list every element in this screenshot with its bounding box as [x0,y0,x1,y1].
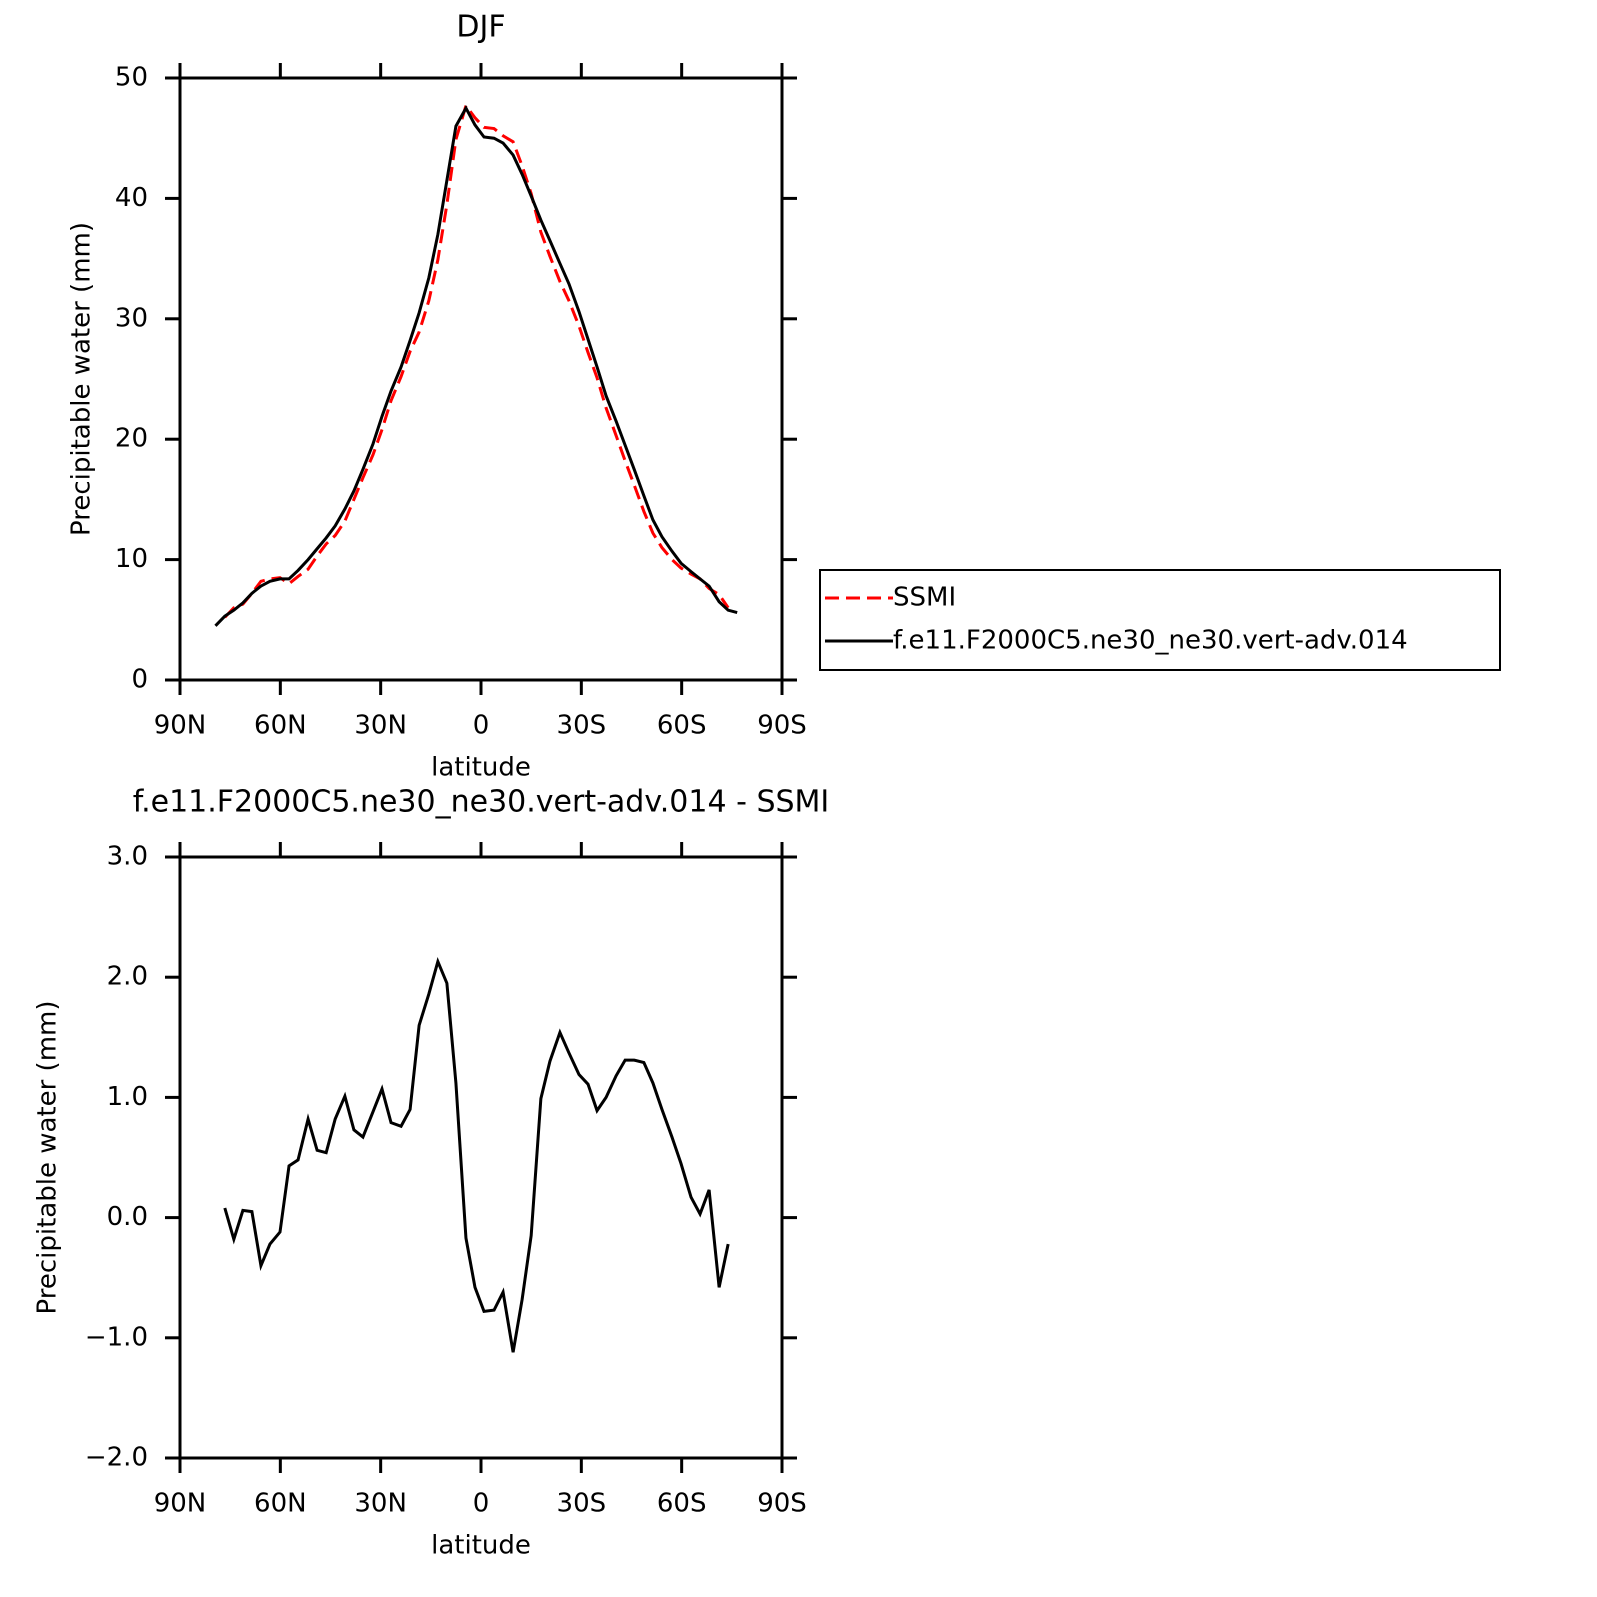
y-tick-label: −2.0 [85,1443,148,1473]
plot-frame [178,76,784,682]
y-tick-label: 30 [115,303,148,333]
legend-box [819,569,1501,671]
y-tick-label: 0 [131,665,148,695]
x-tick-label: 30N [354,1489,407,1519]
y-tick-label: 10 [115,544,148,574]
x-tick-label: 90N [154,1489,207,1519]
x-tick-label: 60S [657,1489,707,1519]
legend-label: f.e11.F2000C5.ne30_ne30.vert-adv.014 [893,626,1408,656]
x-tick-label: 30S [557,1489,607,1519]
x-tick-label: 0 [473,1489,490,1519]
y-axis-label: Precipitable water (mm) [67,222,97,536]
data-line [214,104,738,627]
y-tick-label: 1.0 [107,1082,148,1112]
y-axis-label: Precipitable water (mm) [33,1001,63,1315]
data-line [223,102,730,619]
y-tick-label: 3.0 [107,842,148,872]
y-tick-label: 40 [115,183,148,213]
x-tick-label: 90S [757,711,807,741]
x-tick-label: 90N [154,711,207,741]
y-tick-label: 2.0 [107,962,148,992]
y-tick-label: 0.0 [107,1202,148,1232]
x-tick-label: 90S [757,1489,807,1519]
legend-label: SSMI [893,583,956,613]
x-tick-label: 60N [254,1489,307,1519]
x-tick-label: 30N [354,711,407,741]
x-axis-label: latitude [431,753,531,783]
x-tick-label: 60N [254,711,307,741]
chart-title: f.e11.F2000C5.ne30_ne30.vert-adv.014 - S… [133,785,830,820]
x-tick-label: 60S [657,711,707,741]
y-tick-label: −1.0 [85,1322,148,1352]
x-tick-label: 0 [473,711,490,741]
data-line [223,956,730,1353]
y-tick-label: 20 [115,424,148,454]
x-tick-label: 30S [557,711,607,741]
y-tick-label: 50 [115,63,148,93]
x-axis-label: latitude [431,1531,531,1561]
plot-frame [178,855,784,1460]
chart-title: DJF [456,10,505,45]
